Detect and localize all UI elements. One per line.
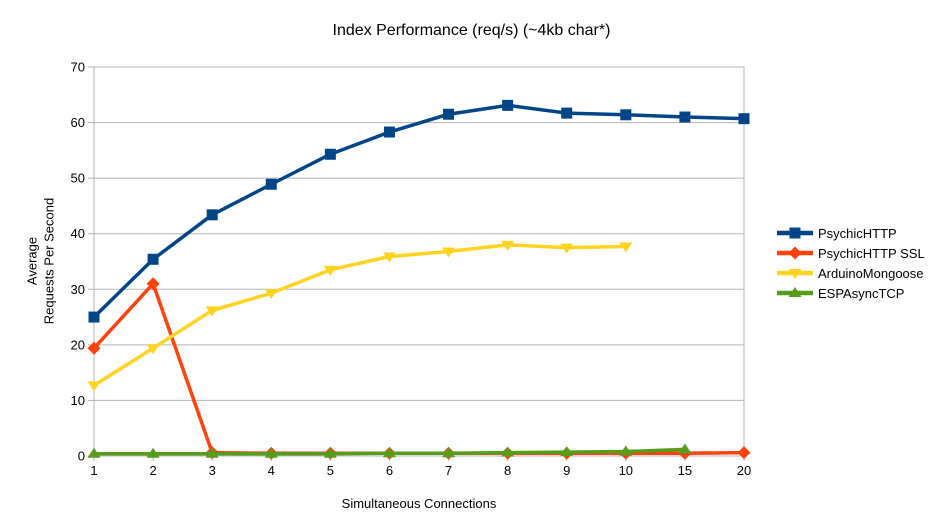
x-tick-label: 3 [209, 463, 216, 478]
triangle-down-marker-icon [87, 381, 101, 392]
triangle-down-marker-icon [501, 240, 515, 251]
y-tick-label: 20 [71, 337, 85, 352]
series-espasynctcp [87, 443, 692, 458]
legend-label: PsychicHTTP SSL [818, 245, 925, 261]
square-marker-icon [324, 148, 336, 160]
legend-diamond-marker-icon [777, 246, 813, 260]
triangle-down-marker-icon [442, 247, 456, 258]
y-tick-label: 60 [71, 115, 85, 130]
triangle-up-marker-icon [560, 446, 574, 457]
square-marker-icon [147, 253, 159, 265]
square-marker-icon [738, 113, 750, 125]
series-line [92, 281, 745, 455]
square-marker-icon [206, 209, 218, 221]
x-tick-label: 6 [386, 463, 393, 478]
x-tick-label: 1 [90, 463, 97, 478]
triangle-up-marker-icon [264, 447, 278, 458]
x-axis-title: Simultaneous Connections [341, 496, 497, 511]
triangle-up-marker-icon [501, 446, 515, 457]
triangle-down-marker-icon [264, 289, 278, 300]
legend-item-psychichttp-ssl: PsychicHTTP SSL [777, 243, 925, 263]
series-line [92, 103, 745, 319]
square-marker-icon [679, 111, 691, 123]
x-tick-label: 4 [268, 463, 275, 478]
legend-triangle-down-marker-icon [777, 269, 813, 279]
triangle-down-marker-icon [146, 344, 160, 355]
triangle-up-marker-icon [87, 447, 101, 458]
triangle-up-marker-icon [678, 443, 692, 454]
triangle-down-marker-icon [619, 242, 633, 253]
diamond-marker-icon [146, 277, 160, 291]
triangle-down-marker-icon [205, 306, 219, 317]
y-tick-label: 70 [71, 60, 85, 75]
legend-label: ESPAsyncTCP [818, 285, 905, 301]
triangle-up-marker-icon [442, 447, 456, 458]
legend-item-psychichttp: PsychicHTTP [777, 223, 925, 243]
square-marker-icon [88, 311, 100, 323]
legend-label: PsychicHTTP [818, 225, 897, 241]
triangle-down-marker-icon [560, 243, 574, 254]
square-marker-icon [620, 109, 632, 121]
x-tick-label: 20 [737, 463, 751, 478]
legend-square-marker-icon [777, 227, 813, 239]
x-tick-label: 7 [445, 463, 452, 478]
series-psychichttp-ssl [87, 277, 751, 460]
legend-triangle-up-marker-icon [777, 287, 813, 297]
y-tick-label: 40 [71, 226, 85, 241]
plot-border [93, 66, 745, 457]
x-tick-label: 2 [149, 463, 156, 478]
legend: PsychicHTTP PsychicHTTP SSL ArduinoMongoos… [777, 223, 925, 303]
series-psychichttp [88, 99, 750, 323]
y-tick-label: 30 [71, 282, 85, 297]
chart-title: Index Performance (req/s) (~4kb char*) [332, 22, 611, 39]
square-marker-icon [443, 108, 455, 120]
triangle-up-marker-icon [205, 447, 219, 458]
x-tick-label: 8 [504, 463, 511, 478]
triangle-up-marker-icon [382, 447, 396, 458]
triangle-up-marker-icon [146, 447, 160, 458]
triangle-up-marker-icon [619, 445, 633, 456]
diamond-marker-icon [87, 341, 101, 355]
x-tick-label: 15 [678, 463, 692, 478]
x-tick-label: 9 [563, 463, 570, 478]
triangle-down-marker-icon [382, 252, 396, 263]
square-marker-icon [265, 178, 277, 190]
diamond-marker-icon [737, 446, 751, 460]
series-arduinomongoose [87, 240, 633, 392]
y-tick-label: 10 [71, 393, 85, 408]
y-tick-label: 50 [71, 171, 85, 186]
legend-item-espasynctcp: ESPAsyncTCP [777, 283, 925, 303]
square-marker-icon [502, 99, 514, 111]
triangle-up-marker-icon [323, 447, 337, 458]
legend-label: ArduinoMongoose [818, 265, 924, 281]
legend-item-arduinomongoose: ArduinoMongoose [777, 263, 925, 283]
x-tick-label: 5 [327, 463, 334, 478]
square-marker-icon [383, 126, 395, 138]
square-marker-icon [561, 107, 573, 119]
series-line [93, 243, 626, 387]
y-tick-label: 0 [78, 449, 85, 464]
x-tick-label: 10 [619, 463, 633, 478]
triangle-down-marker-icon [323, 265, 337, 276]
